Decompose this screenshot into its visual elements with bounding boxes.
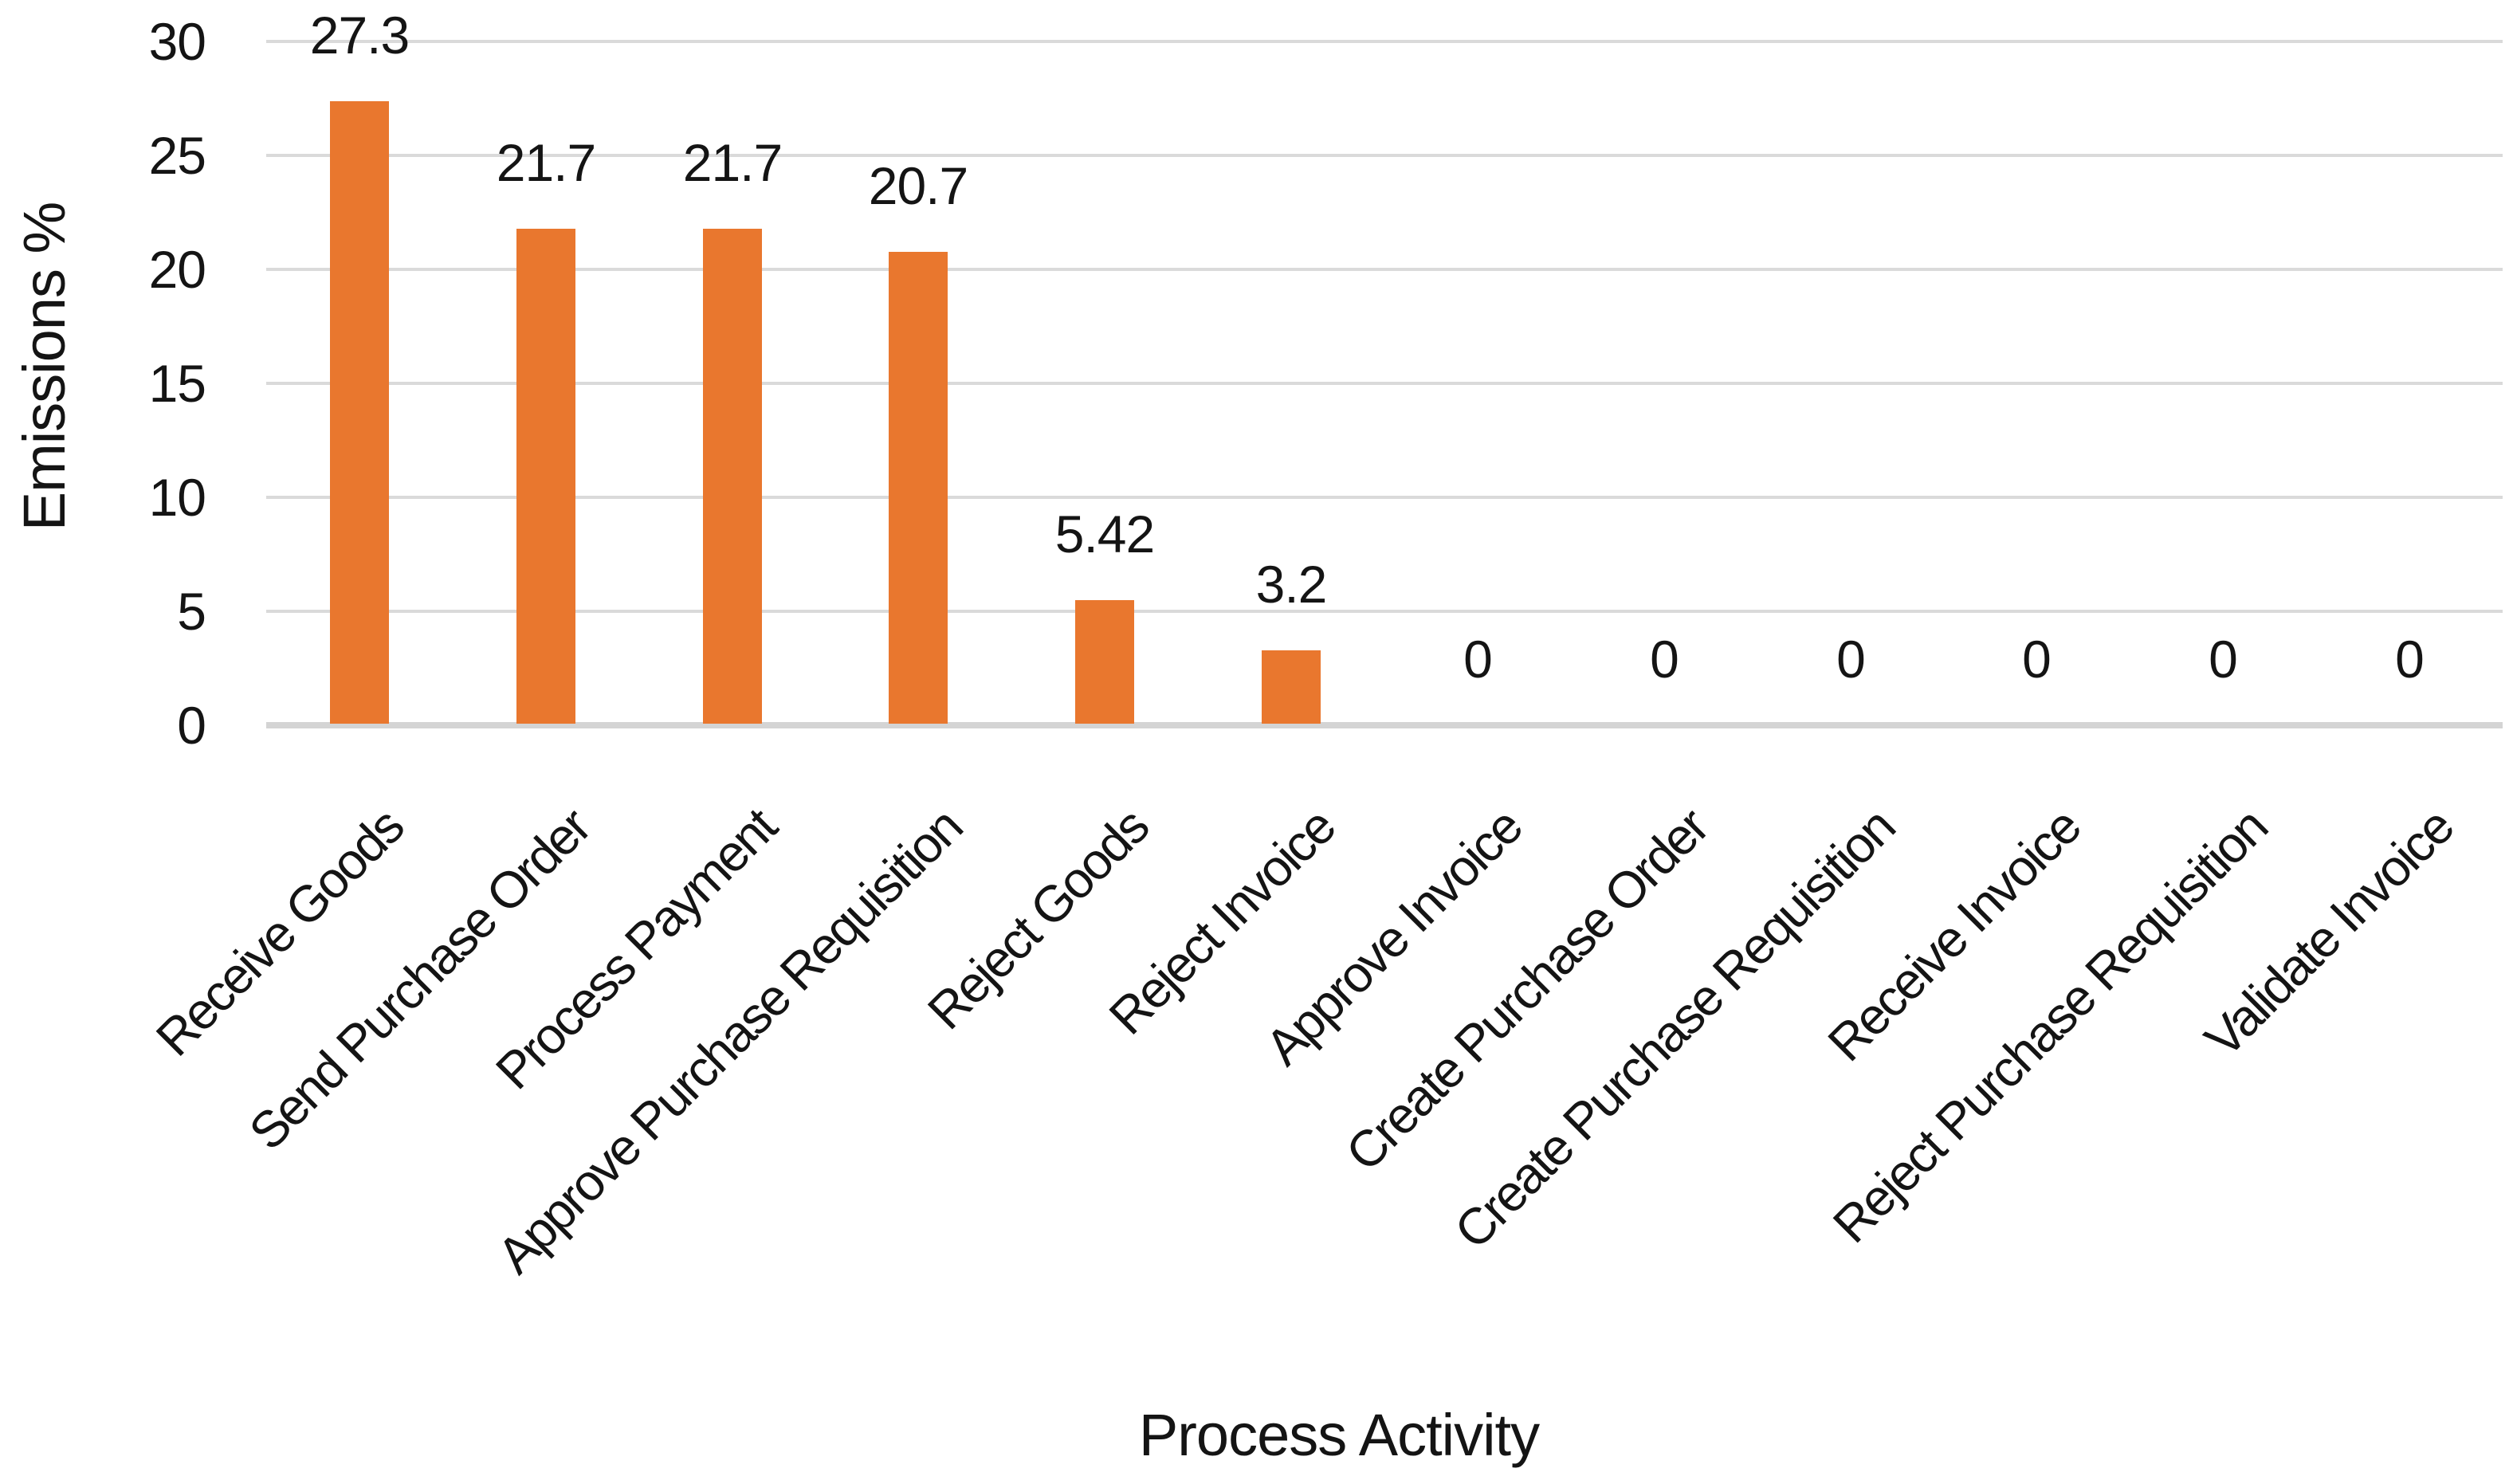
y-tick-label: 20: [148, 240, 206, 299]
data-label: 0: [2022, 630, 2052, 689]
y-tick-label: 15: [148, 354, 206, 413]
data-label: 0: [1650, 630, 1679, 689]
data-label: 27.3: [309, 6, 410, 65]
gridline: [266, 496, 2503, 499]
data-label: 21.7: [682, 133, 783, 192]
y-tick-label: 5: [177, 582, 206, 641]
data-label: 0: [1463, 630, 1493, 689]
x-category-label: Send Purchase Order: [238, 798, 601, 1161]
bar: [1262, 650, 1321, 724]
bar: [516, 229, 575, 724]
y-tick-label: 25: [148, 126, 206, 185]
gridline: [266, 40, 2503, 43]
gridline: [266, 154, 2503, 157]
gridline: [266, 610, 2503, 613]
y-tick-label: 10: [148, 468, 206, 527]
bar: [889, 252, 948, 724]
x-axis-line: [266, 722, 2503, 728]
data-label: 0: [2209, 630, 2238, 689]
x-axis-title: Process Activity: [1138, 1402, 1540, 1468]
data-label: 21.7: [496, 133, 596, 192]
gridline: [266, 382, 2503, 385]
y-tick-label: 0: [177, 696, 206, 755]
gridline: [266, 268, 2503, 271]
bar: [703, 229, 762, 724]
x-category-label: Create Purchase Order: [1334, 798, 1719, 1182]
y-tick-label: 30: [148, 12, 206, 71]
data-label: 20.7: [868, 156, 968, 215]
bar: [1075, 600, 1134, 724]
data-label: 3.2: [1255, 555, 1328, 614]
data-label: 5.42: [1054, 504, 1155, 563]
bar: [330, 101, 389, 724]
data-label: 0: [2395, 630, 2425, 689]
data-label: 0: [1836, 630, 1866, 689]
